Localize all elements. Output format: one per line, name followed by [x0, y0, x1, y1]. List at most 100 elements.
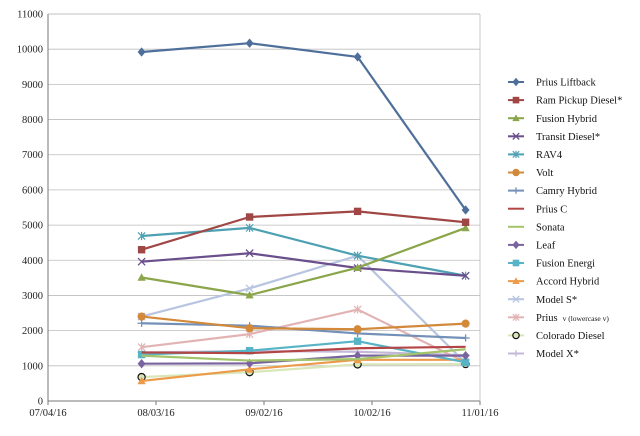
data-point — [353, 207, 362, 216]
y-tick-label: 11000 — [17, 10, 43, 21]
y-tick-label: 0 — [38, 397, 43, 408]
x-tick-labels: 07/04/16 08/03/16 09/02/16 10/02/16 11/01/16 — [29, 408, 498, 419]
data-point — [245, 284, 254, 293]
data-point — [353, 251, 362, 260]
y-tick-label: 10000 — [17, 45, 43, 56]
legend-item: Fusion Hybrid — [508, 114, 598, 125]
series-line — [141, 358, 466, 383]
data-point — [353, 263, 362, 271]
legend-name: Accord Hybrid — [536, 277, 600, 288]
series-rav4 — [137, 223, 470, 280]
legend-name-suffix: v (lowercase v) — [563, 314, 610, 323]
data-point — [512, 313, 520, 321]
series-line — [141, 226, 466, 277]
data-point — [512, 114, 520, 122]
x-tick-label: 10/02/16 — [353, 408, 390, 419]
data-point — [512, 277, 520, 285]
legend-label: Colorado Diesel — [536, 331, 605, 342]
data-point — [137, 319, 146, 327]
data-point — [461, 205, 470, 215]
legend-item: Volt — [508, 168, 553, 179]
series-line — [141, 254, 467, 364]
data-point — [461, 218, 470, 226]
legend-label: Transit Diesel* — [536, 132, 600, 143]
legend-item: Model X* — [508, 349, 579, 360]
legend-label: Prius v (lowercase v) — [536, 313, 609, 324]
data-point — [461, 223, 470, 232]
data-point — [137, 246, 146, 254]
data-point — [245, 249, 254, 258]
data-point — [245, 38, 254, 48]
data-point — [245, 290, 254, 299]
legend-name: Prius Liftback — [536, 78, 597, 89]
series-prius-liftback — [137, 38, 470, 215]
legend-label: Accord Hybrid — [536, 277, 600, 288]
legend-name-suffix: * — [574, 349, 579, 360]
y-tick-label: 9000 — [22, 80, 43, 91]
data-point — [137, 350, 146, 359]
legend-label: Sonata — [536, 222, 565, 233]
x-tick-label: 11/01/16 — [462, 408, 499, 419]
legend-label: Camry Hybrid — [536, 186, 598, 197]
series-prius-c — [141, 345, 466, 355]
legend-name-suffix: * — [595, 132, 600, 143]
data-point — [137, 273, 146, 281]
data-point — [512, 132, 520, 140]
legend-name-suffix: * — [617, 96, 622, 107]
data-point — [137, 312, 146, 321]
x-tick-label: 08/03/16 — [137, 408, 174, 419]
legend-name: Model S — [536, 295, 572, 306]
legend-label: Fusion Hybrid — [536, 114, 598, 125]
series-model-s — [137, 251, 470, 368]
legend-name: Prius C — [536, 204, 567, 215]
data-point — [353, 52, 362, 62]
legend-item: Prius Liftback — [508, 78, 597, 89]
data-point — [512, 168, 520, 177]
data-point — [461, 319, 470, 328]
series-lines — [137, 38, 470, 385]
data-point — [512, 350, 520, 357]
x-tick-label: 09/02/16 — [245, 408, 282, 419]
legend-item: Ram Pickup Diesel* — [508, 96, 622, 107]
y-tick-label: 7000 — [22, 150, 43, 161]
legend-item: Leaf — [508, 241, 556, 252]
legend-label: Model S* — [536, 295, 577, 306]
x-tick-label: 07/04/16 — [29, 408, 66, 419]
series-line — [141, 226, 466, 297]
legend-name-suffix: * — [572, 295, 577, 306]
axes — [47, 13, 481, 405]
y-tick-label: 5000 — [22, 221, 43, 232]
legend: Prius Liftback Ram Pickup Diesel* Fusion H… — [508, 78, 622, 360]
legend-name: Volt — [536, 168, 553, 179]
series-fusion-hybrid — [137, 223, 470, 299]
series-ram-pickup-diesel — [137, 207, 470, 254]
data-point — [353, 325, 362, 334]
legend-name: RAV4 — [536, 150, 563, 161]
legend-item: Prius C — [508, 204, 567, 215]
data-point — [512, 240, 520, 250]
legend-name: Transit Diesel — [536, 132, 595, 143]
legend-name: Model X — [536, 349, 574, 360]
series-line — [141, 42, 467, 211]
data-point — [512, 295, 520, 303]
legend-item: Prius v (lowercase v) — [508, 313, 609, 324]
y-tick-label: 8000 — [22, 115, 43, 126]
data-point — [461, 271, 470, 280]
data-point — [353, 337, 362, 345]
legend-label: Fusion Energi — [536, 259, 595, 270]
legend-name: Prius — [536, 313, 558, 324]
legend-item: Transit Diesel* — [508, 132, 600, 143]
legend-item: Accord Hybrid — [508, 277, 600, 288]
data-point — [512, 96, 520, 104]
data-point — [245, 213, 254, 221]
legend-item: RAV4 — [508, 150, 563, 161]
y-tick-label: 3000 — [22, 291, 43, 302]
legend-name: Camry Hybrid — [536, 186, 598, 197]
legend-name: Colorado Diesel — [536, 331, 605, 342]
data-point — [137, 359, 146, 369]
legend-item: Sonata — [508, 222, 565, 233]
data-point — [353, 305, 362, 314]
series-line — [141, 345, 466, 355]
data-point — [512, 331, 520, 340]
series-volt — [137, 312, 470, 334]
